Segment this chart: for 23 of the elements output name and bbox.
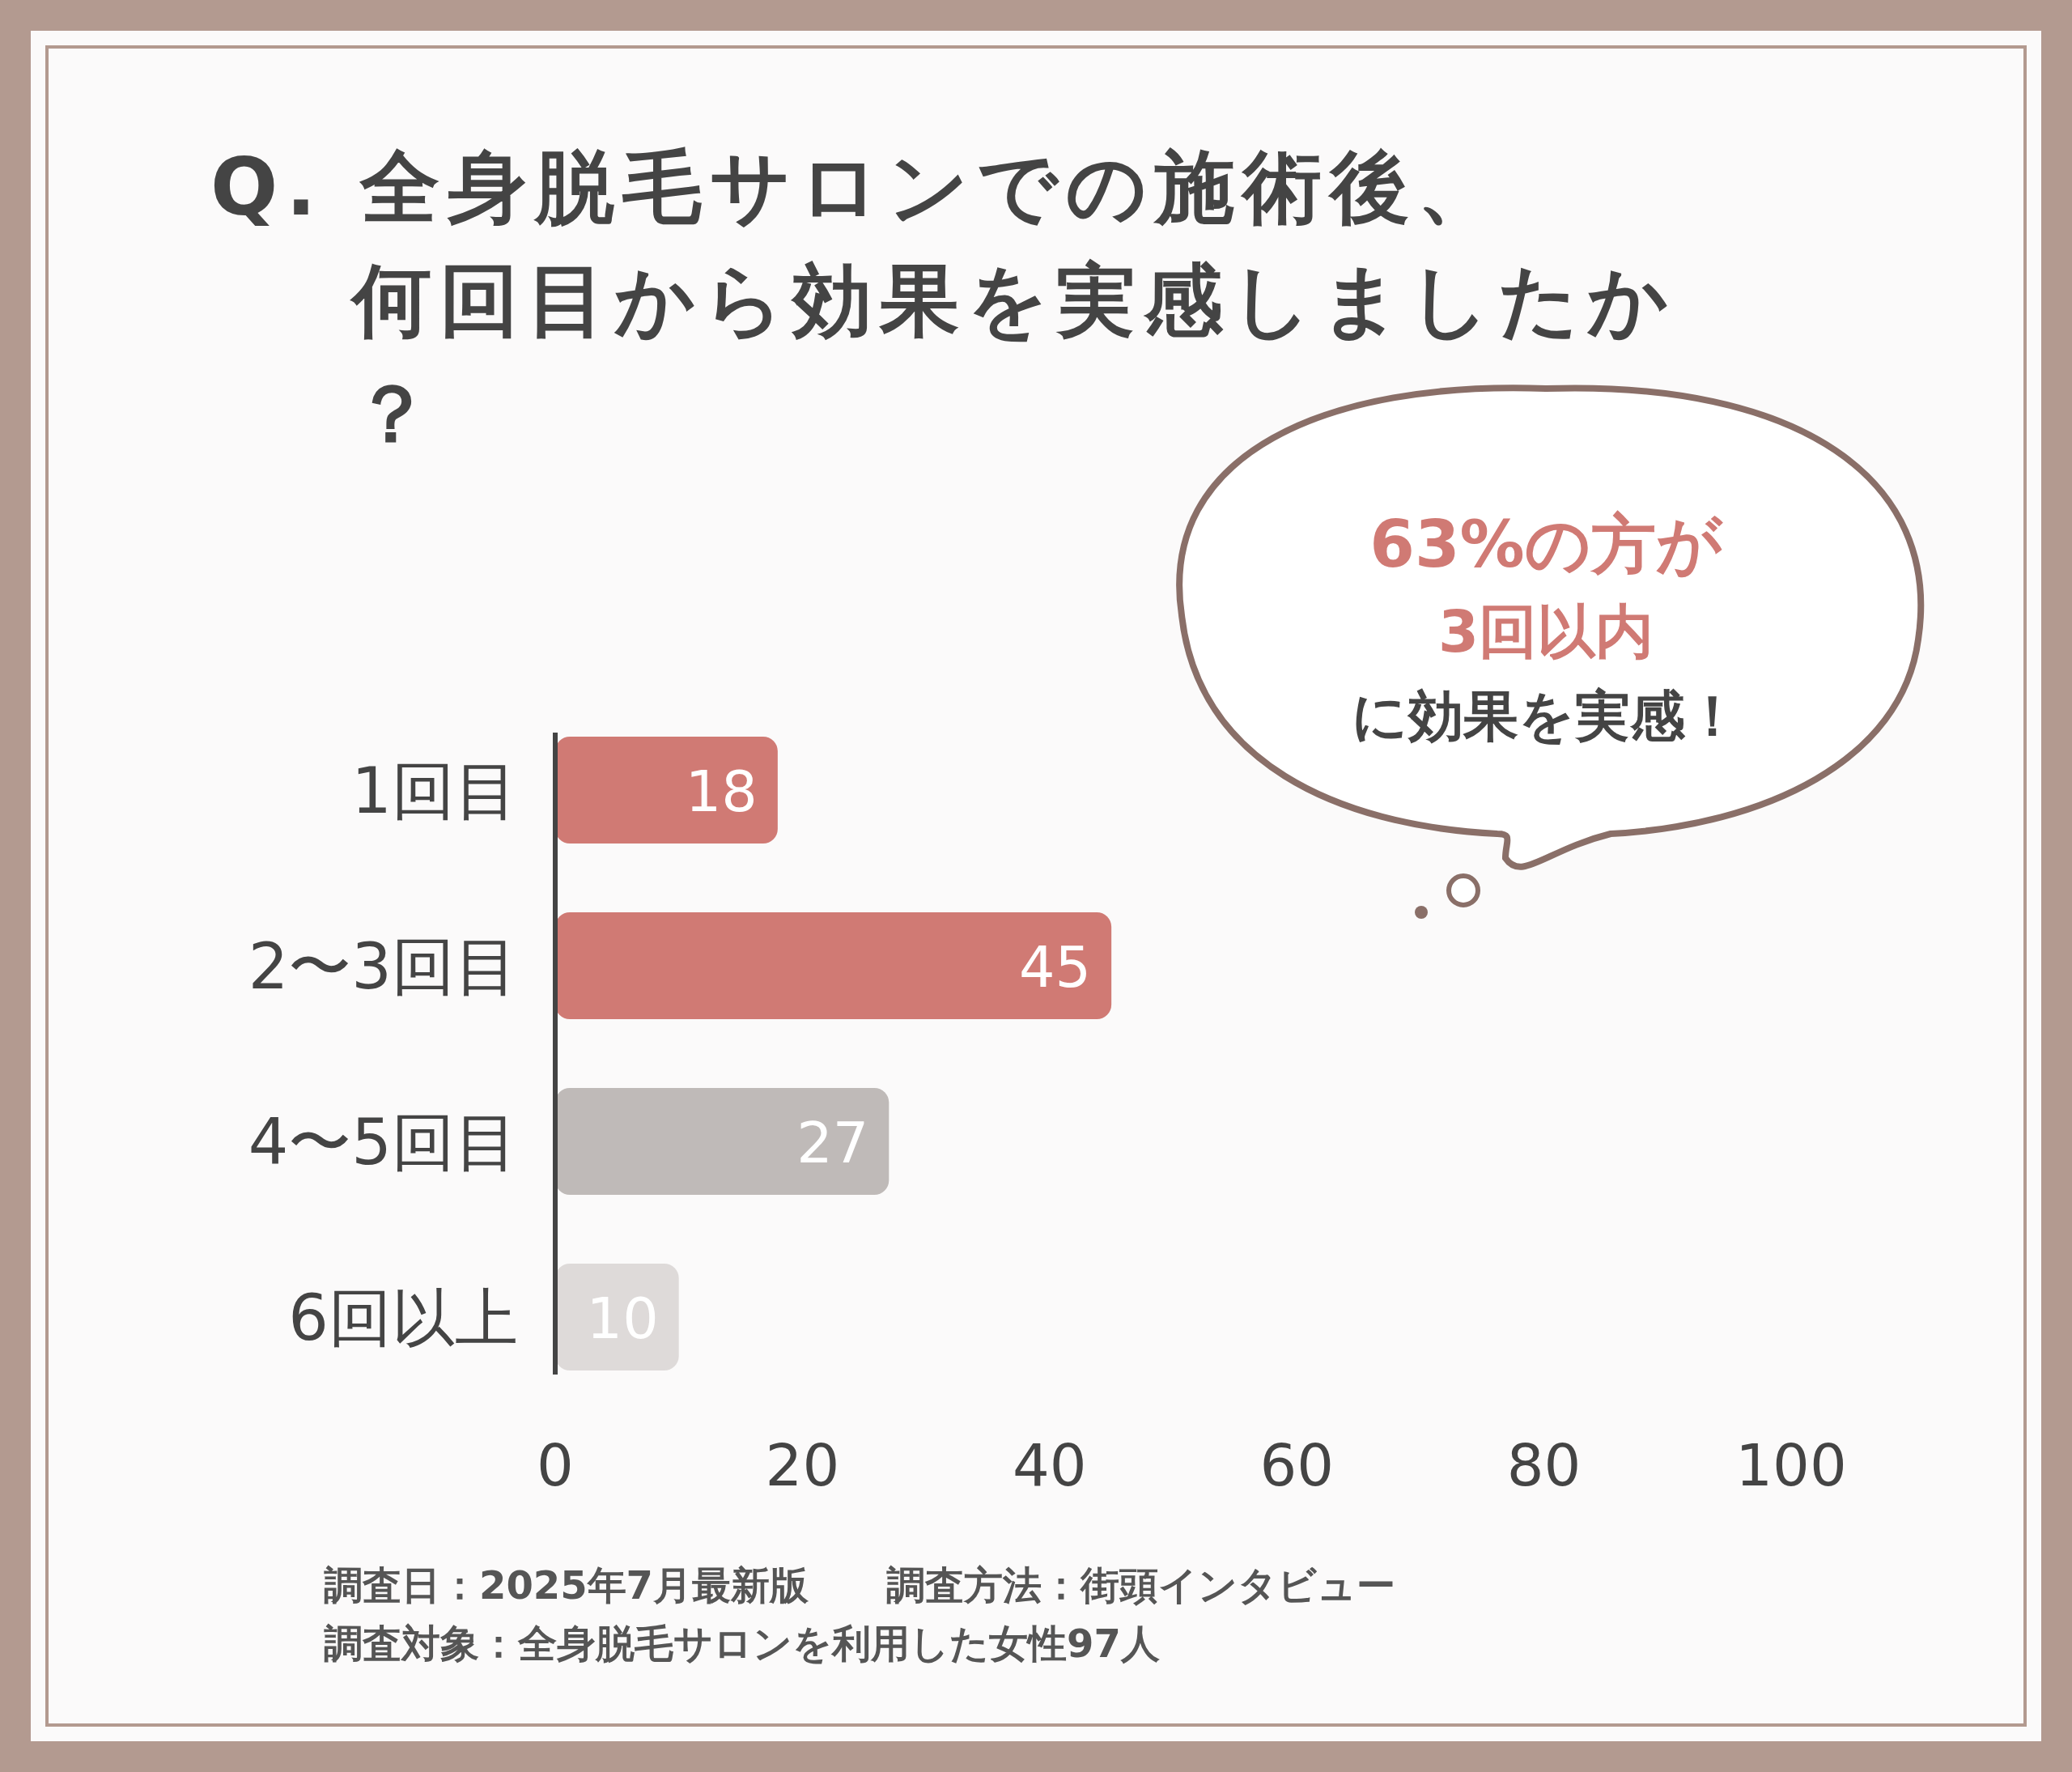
- text: 63%の方が: [1369, 507, 1723, 582]
- y-tick-label: 4〜5回目: [248, 1106, 518, 1179]
- bar: [555, 912, 1112, 1019]
- x-tick-label: 60: [1259, 1431, 1335, 1499]
- data-label: 45: [1019, 934, 1092, 1001]
- bar: [555, 1088, 890, 1195]
- annotation: に効果を実感！: [1352, 684, 1740, 748]
- x-tick-label: 0: [537, 1431, 574, 1499]
- x-tick-label: 80: [1506, 1431, 1582, 1499]
- text: 調査対象：全身脱毛サロンを利用した女性97人: [324, 1621, 1160, 1666]
- data-label: 18: [685, 759, 758, 825]
- x-tick-label: 20: [765, 1431, 840, 1499]
- bar: [555, 737, 778, 844]
- y-tick-label: 6回以上: [288, 1281, 518, 1354]
- y-tick-label: 1回目: [351, 754, 518, 827]
- text: 3回以内: [1437, 597, 1654, 665]
- y-tick-label: 2〜3回目: [248, 930, 518, 1003]
- data-label: 27: [796, 1110, 869, 1176]
- chart-title: Q. 全身脱毛サロンでの施術後、何回目から効果を実感しましたか？: [210, 141, 1676, 460]
- text: 調査日：2025年7月最新版 調査方法：街頭インタビュー: [324, 1562, 1395, 1608]
- x-tick-label: 100: [1735, 1431, 1847, 1499]
- x-tick-label: 40: [1012, 1431, 1087, 1499]
- bar: [555, 1264, 679, 1370]
